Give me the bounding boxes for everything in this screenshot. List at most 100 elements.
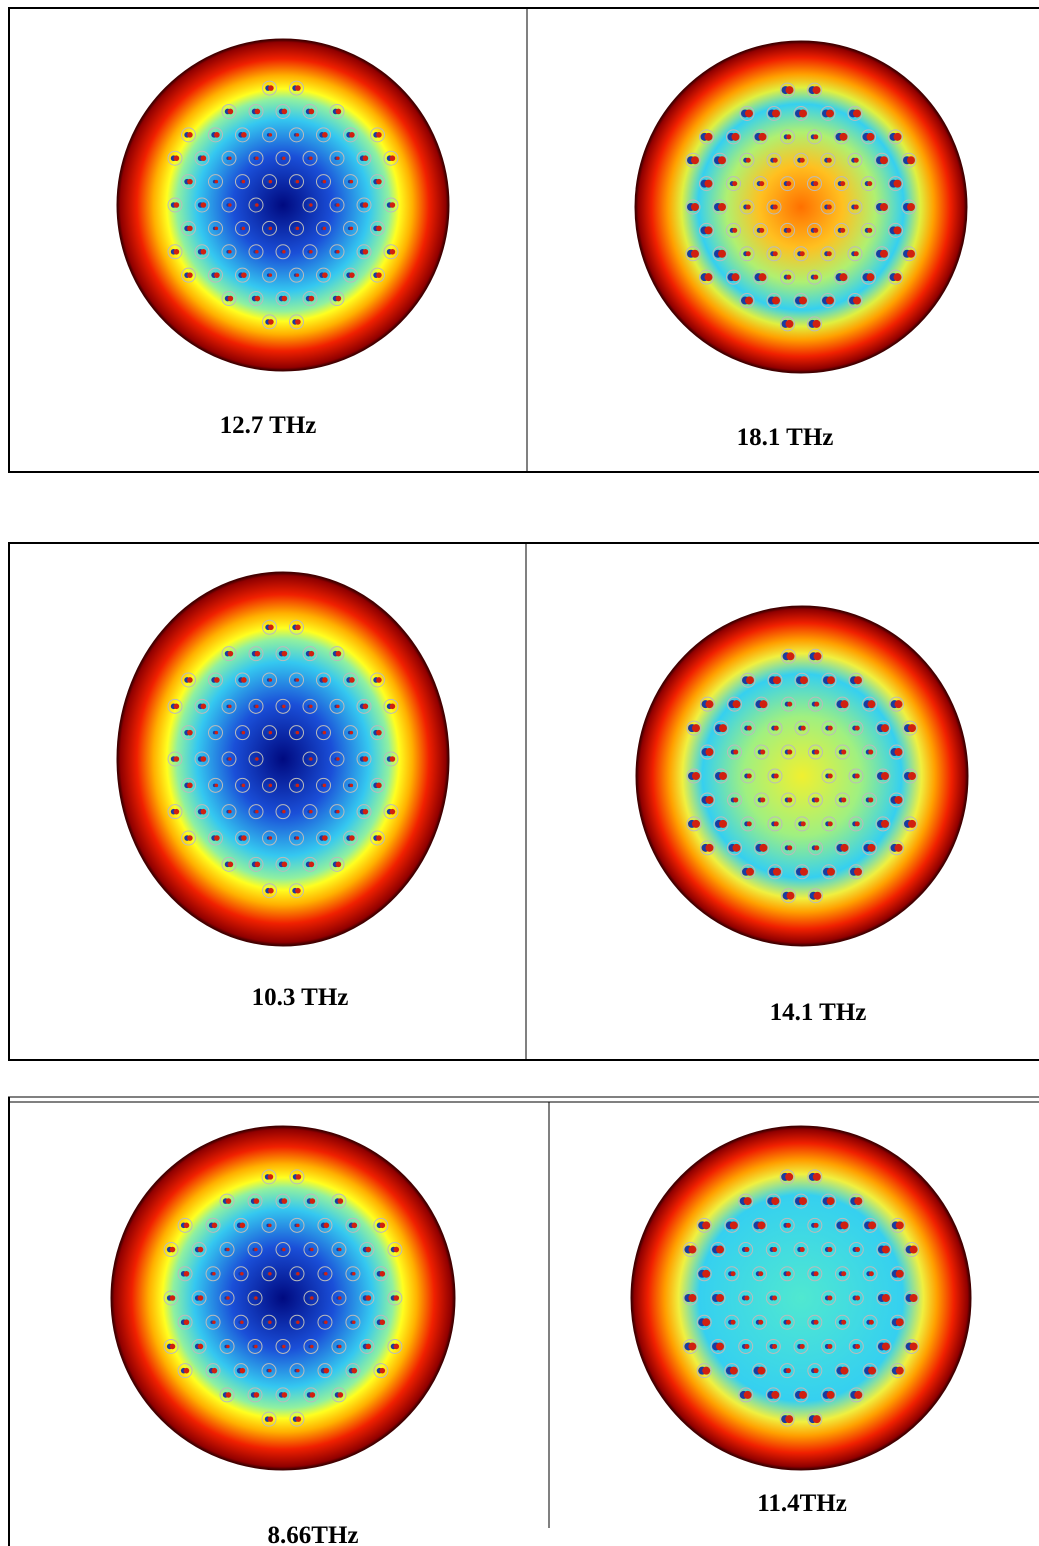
hole-lobe [718,156,726,164]
hole-lobe [282,156,286,160]
hole-lobe [228,296,234,302]
hole-lobe [716,1294,724,1302]
hole-lobe [745,297,753,305]
hole-lobe [910,1294,918,1302]
hole-lobe [282,810,286,814]
hole-lobe [867,228,872,233]
hole-lobe [296,836,300,840]
hole-lobe [731,1320,736,1325]
hole-lobe [363,155,369,161]
hole-lobe [854,1197,862,1205]
hole-lobe [895,700,903,708]
hole-lobe [772,109,780,117]
hole-lobe [799,297,807,305]
hole-lobe [841,844,849,852]
hole-lobe [380,1223,386,1229]
hole-lobe [719,724,727,732]
hole-lobe [868,700,876,708]
hole-lobe [226,1392,232,1398]
hole-lobe [772,1344,777,1349]
hole-lobe [282,1248,286,1252]
hole-lobe [296,1320,300,1324]
hole-lobe [296,1369,300,1373]
hole-lobe [296,273,300,277]
hole-lobe [363,202,369,208]
hole-lobe [759,228,764,233]
hole-lobe [390,202,396,208]
hole-lobe [215,180,219,184]
hole-lobe [228,810,232,814]
hole-lobe [295,319,301,325]
hole-lobe [282,296,288,302]
hole-lobe [254,1248,258,1252]
field-plot [635,41,967,373]
hole-lobe [363,704,369,710]
hole-lobe [868,797,873,802]
hole-lobe [880,203,888,211]
hole-lobe [212,1223,218,1229]
hole-lobe [352,1223,358,1229]
hole-lobe [282,862,288,868]
hole-lobe [268,1224,272,1228]
hole-lobe [894,133,902,141]
hole-lobe [787,750,792,755]
hole-lobe [174,704,180,710]
hole-lobe [295,85,301,91]
hole-lobe [747,726,752,731]
hole-lobe [828,726,833,731]
hole-lobe [201,756,207,762]
hole-lobe [268,85,274,91]
hole-lobe [854,251,859,256]
hole-lobe [254,1392,260,1398]
hole-lobe [854,205,859,210]
hole-lobe [323,180,327,184]
hole-lobe [201,202,207,208]
hole-lobe [826,109,834,117]
hole-lobe [732,273,740,281]
hole-lobe [336,705,340,709]
hole-lobe [841,700,849,708]
hole-lobe [813,1415,821,1423]
hole-lobe [228,862,234,868]
hole-lobe [813,1173,821,1181]
hole-lobe [719,820,727,828]
hole-lobe [813,86,821,94]
hole-lobe [799,1197,807,1205]
hole-lobe [688,1342,696,1350]
cell-label: 14.1 THz [770,999,867,1026]
hole-lobe [882,1342,890,1350]
hole-lobe [394,1247,400,1253]
hole-lobe [760,844,768,852]
hole-lobe [269,784,273,788]
hole-lobe [240,1368,246,1374]
hole-lobe [896,1221,904,1229]
hole-lobe [390,704,396,710]
hole-lobe [733,844,741,852]
hole-lobe [855,1344,860,1349]
hole-lobe [390,809,396,815]
hole-lobe [268,1369,272,1373]
hole-lobe [800,1247,805,1252]
hole-lobe [268,1174,274,1180]
hole-lobe [774,774,779,779]
hole-lobe [773,676,781,684]
hole-lobe [174,202,180,208]
hole-lobe [310,1248,314,1252]
hole-lobe [814,1271,819,1276]
hole-lobe [814,892,822,900]
hole-lobe [867,133,875,141]
hole-lobe [706,748,714,756]
hole-lobe [268,1272,272,1276]
hole-lobe [716,1342,724,1350]
hole-lobe [187,677,193,683]
hole-lobe [814,845,819,850]
hole-lobe [323,227,327,231]
hole-lobe [799,1391,807,1399]
hole-lobe [867,273,875,281]
hole-lobe [376,835,382,841]
hole-lobe [855,1247,860,1252]
hole-lobe [296,133,300,137]
hole-lobe [814,652,822,660]
hole-lobe [787,892,795,900]
hole-lobe [366,1344,372,1350]
